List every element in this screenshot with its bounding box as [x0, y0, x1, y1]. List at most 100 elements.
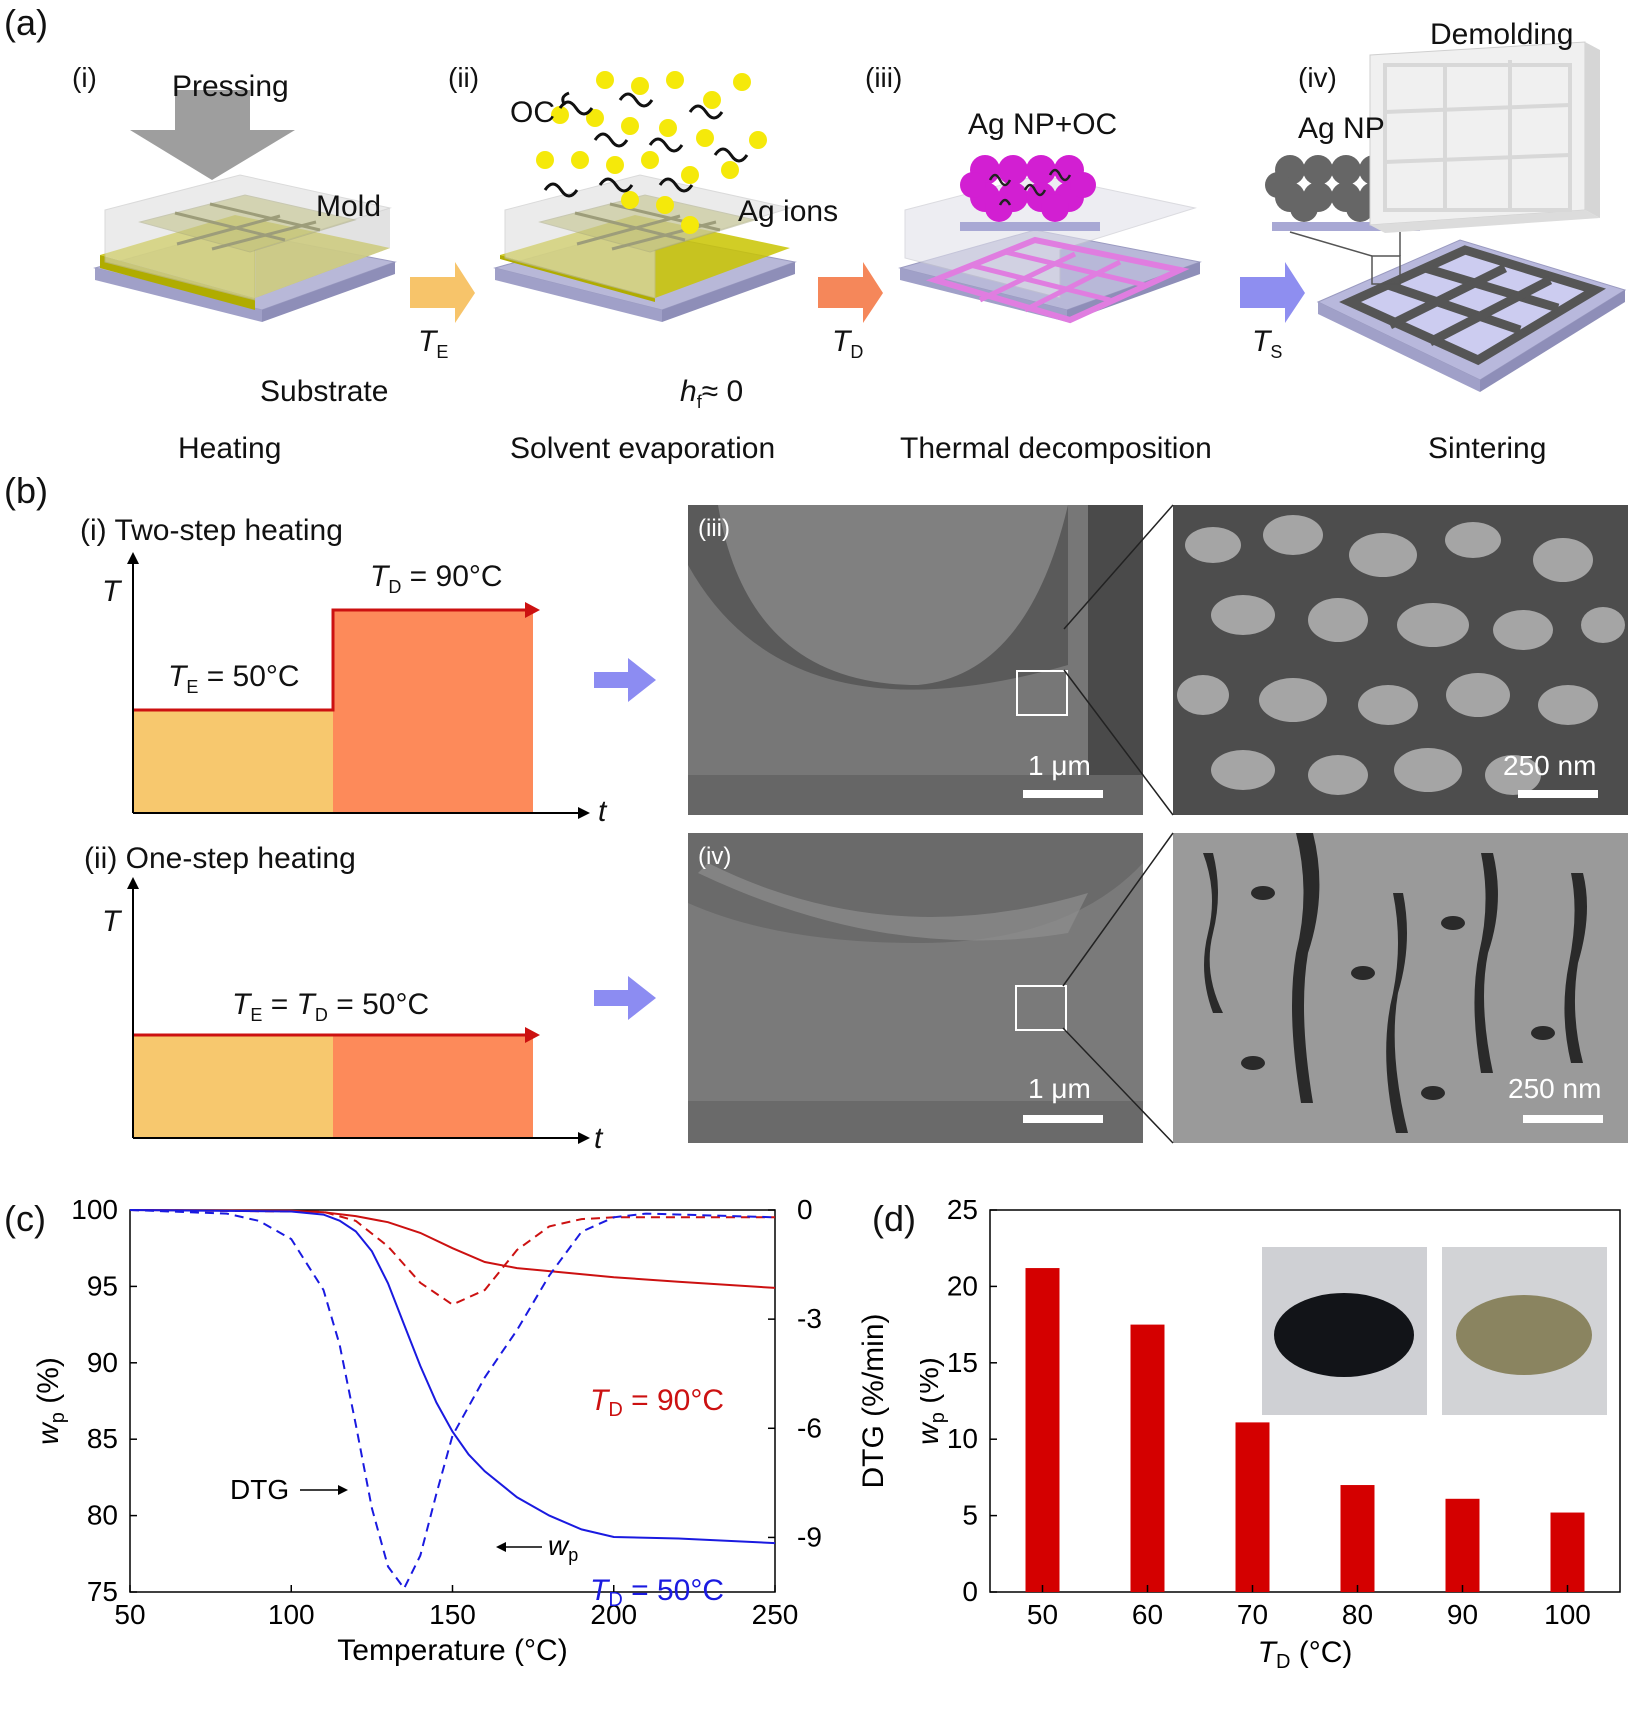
sem-image-iv: (iv) 1 μm: [688, 833, 1143, 1143]
x-tick-label: 200: [590, 1599, 637, 1630]
silver-powder-pile: [1456, 1295, 1592, 1375]
sem-zoom-iv: 250 nm: [1173, 833, 1628, 1143]
panel-b-letter: (b): [4, 470, 48, 511]
ts-arrow-label: TS: [1252, 325, 1283, 362]
bar-60: [1130, 1324, 1165, 1592]
ag-np-oc-label: Ag NP+OC: [968, 108, 1118, 141]
mold-label: Mold: [316, 190, 382, 223]
axis-t-2: t: [594, 1122, 603, 1155]
wp-bar-chart: 0 5 10 15 20 25 50 60 70 80 90 100 TD (°C) wp (%): [920, 1195, 1621, 1673]
y-axis-label: wp (%): [920, 1357, 949, 1445]
black-powder-pile: [1274, 1293, 1414, 1377]
panel-c-letter: (c): [4, 1198, 46, 1239]
series-line-1: [129, 1209, 775, 1306]
x-tick-label: 50: [1027, 1599, 1058, 1630]
x-tick-label: 100: [268, 1599, 315, 1630]
series-line-3: [129, 1209, 776, 1591]
pressing-arrow-icon: [130, 90, 295, 180]
bar-100: [1550, 1512, 1585, 1592]
bar-70: [1235, 1422, 1270, 1592]
dtg-pointer-head: [338, 1485, 348, 1495]
step-iv-caption: Sintering: [1428, 432, 1547, 465]
y-tick-label: 5: [962, 1500, 978, 1531]
scale-label-iii: 1 μm: [1028, 750, 1091, 781]
td-region: [333, 610, 533, 813]
bar-90: [1445, 1498, 1480, 1592]
series-line-2: [129, 1209, 776, 1545]
annotation-td-50: TD = 50°C: [590, 1574, 724, 1611]
plot-frame: [989, 1209, 1621, 1593]
step-i-device: [93, 90, 397, 322]
te-region: [133, 710, 333, 813]
y-tick-label: 20: [947, 1270, 978, 1301]
scalebar-iii: [1023, 790, 1103, 798]
x-tick-label: 100: [1544, 1599, 1591, 1630]
series-line-0: [129, 1209, 776, 1289]
panel-a-letter: (a): [4, 2, 48, 43]
y-tick-label: 90: [87, 1347, 118, 1378]
annotation-dtg: DTG: [230, 1474, 289, 1505]
x-axis-label: Temperature (°C): [337, 1634, 567, 1667]
sem-iv-tag: (iv): [698, 843, 732, 870]
y-tick-label: 10: [947, 1423, 978, 1454]
step-iv-device: [1272, 222, 1627, 392]
annotation-wp: wp: [548, 1530, 578, 1565]
arrow-to-sem-iv-icon: [594, 976, 656, 1020]
x-tick-label: 150: [429, 1599, 476, 1630]
x-tick-label: 60: [1132, 1599, 1163, 1630]
scale-label-iv: 1 μm: [1028, 1073, 1091, 1104]
te-td-50-label: TE = TD = 50°C: [232, 988, 430, 1025]
annotation-td-90: TD = 90°C: [590, 1384, 724, 1421]
y-tick-label: 75: [87, 1576, 118, 1607]
y-tick-label: 0: [962, 1576, 978, 1607]
step-iv-number: (iv): [1298, 62, 1337, 93]
step-ii-caption: Solvent evaporation: [510, 432, 776, 465]
step-ii-device: [493, 174, 797, 322]
wp-pointer-head: [496, 1542, 506, 1552]
step-ii-number: (ii): [448, 62, 480, 93]
te-50-label: TE = 50°C: [168, 660, 300, 697]
x-tick-label: 50: [114, 1599, 145, 1630]
ag-ions-label: Ag ions: [738, 195, 839, 228]
scale-label-iv-zoom: 250 nm: [1508, 1073, 1602, 1104]
te-arrow-label: TE: [418, 325, 449, 362]
y-axis-label: wp (%): [32, 1357, 69, 1445]
x-tick-label: 250: [752, 1599, 799, 1630]
sem-arrows: [594, 658, 656, 1020]
y2-tick-label: 0: [797, 1195, 813, 1225]
zoom-box-iv: [1015, 985, 1067, 1031]
bar-50: [1025, 1268, 1060, 1592]
panel-d-letter: (d): [872, 1198, 916, 1239]
te-arrow-icon: [410, 262, 475, 323]
arrow-to-sem-iii-icon: [594, 658, 656, 702]
x-tick-label: 70: [1237, 1599, 1268, 1630]
y2-axis-label: DTG (%/min): [857, 1314, 890, 1489]
axis-T-2: T: [102, 905, 121, 938]
y-tick-label: 25: [947, 1195, 978, 1225]
hf-label: hf≈ 0: [680, 375, 744, 412]
td-90-label: TD = 90°C: [370, 560, 503, 597]
two-step-title: (i) Two-step heating: [80, 514, 343, 547]
demolded-stamp: [1369, 41, 1600, 233]
sem-iii-tag: (iii): [698, 515, 730, 542]
substrate-label: Substrate: [260, 375, 389, 408]
sem-zoom-iii: 250 nm: [1173, 505, 1628, 815]
y-tick-label: 85: [87, 1423, 118, 1454]
demolding-label: Demolding: [1430, 18, 1574, 51]
sem-image-iii: (iii) 1 μm: [688, 505, 1143, 815]
y2-tick-label: -6: [797, 1412, 822, 1443]
x-tick-label: 80: [1342, 1599, 1373, 1630]
one-step-title: (ii) One-step heating: [84, 842, 356, 875]
panel-a-illustration: [93, 41, 1627, 392]
td-arrow-icon: [818, 262, 883, 323]
heating-profiles: [127, 552, 590, 1144]
ag-np-label: Ag NP: [1298, 112, 1385, 145]
ag-np-oc-cluster: [960, 155, 1096, 222]
step-i-number: (i): [72, 62, 97, 93]
step-i-caption: Heating: [178, 432, 282, 465]
axis-t-1: t: [598, 795, 607, 828]
zoom-box-iii: [1016, 670, 1068, 716]
step-iii-number: (iii): [865, 62, 903, 93]
y2-tick-label: -3: [797, 1303, 822, 1334]
axis-T-1: T: [102, 575, 121, 608]
